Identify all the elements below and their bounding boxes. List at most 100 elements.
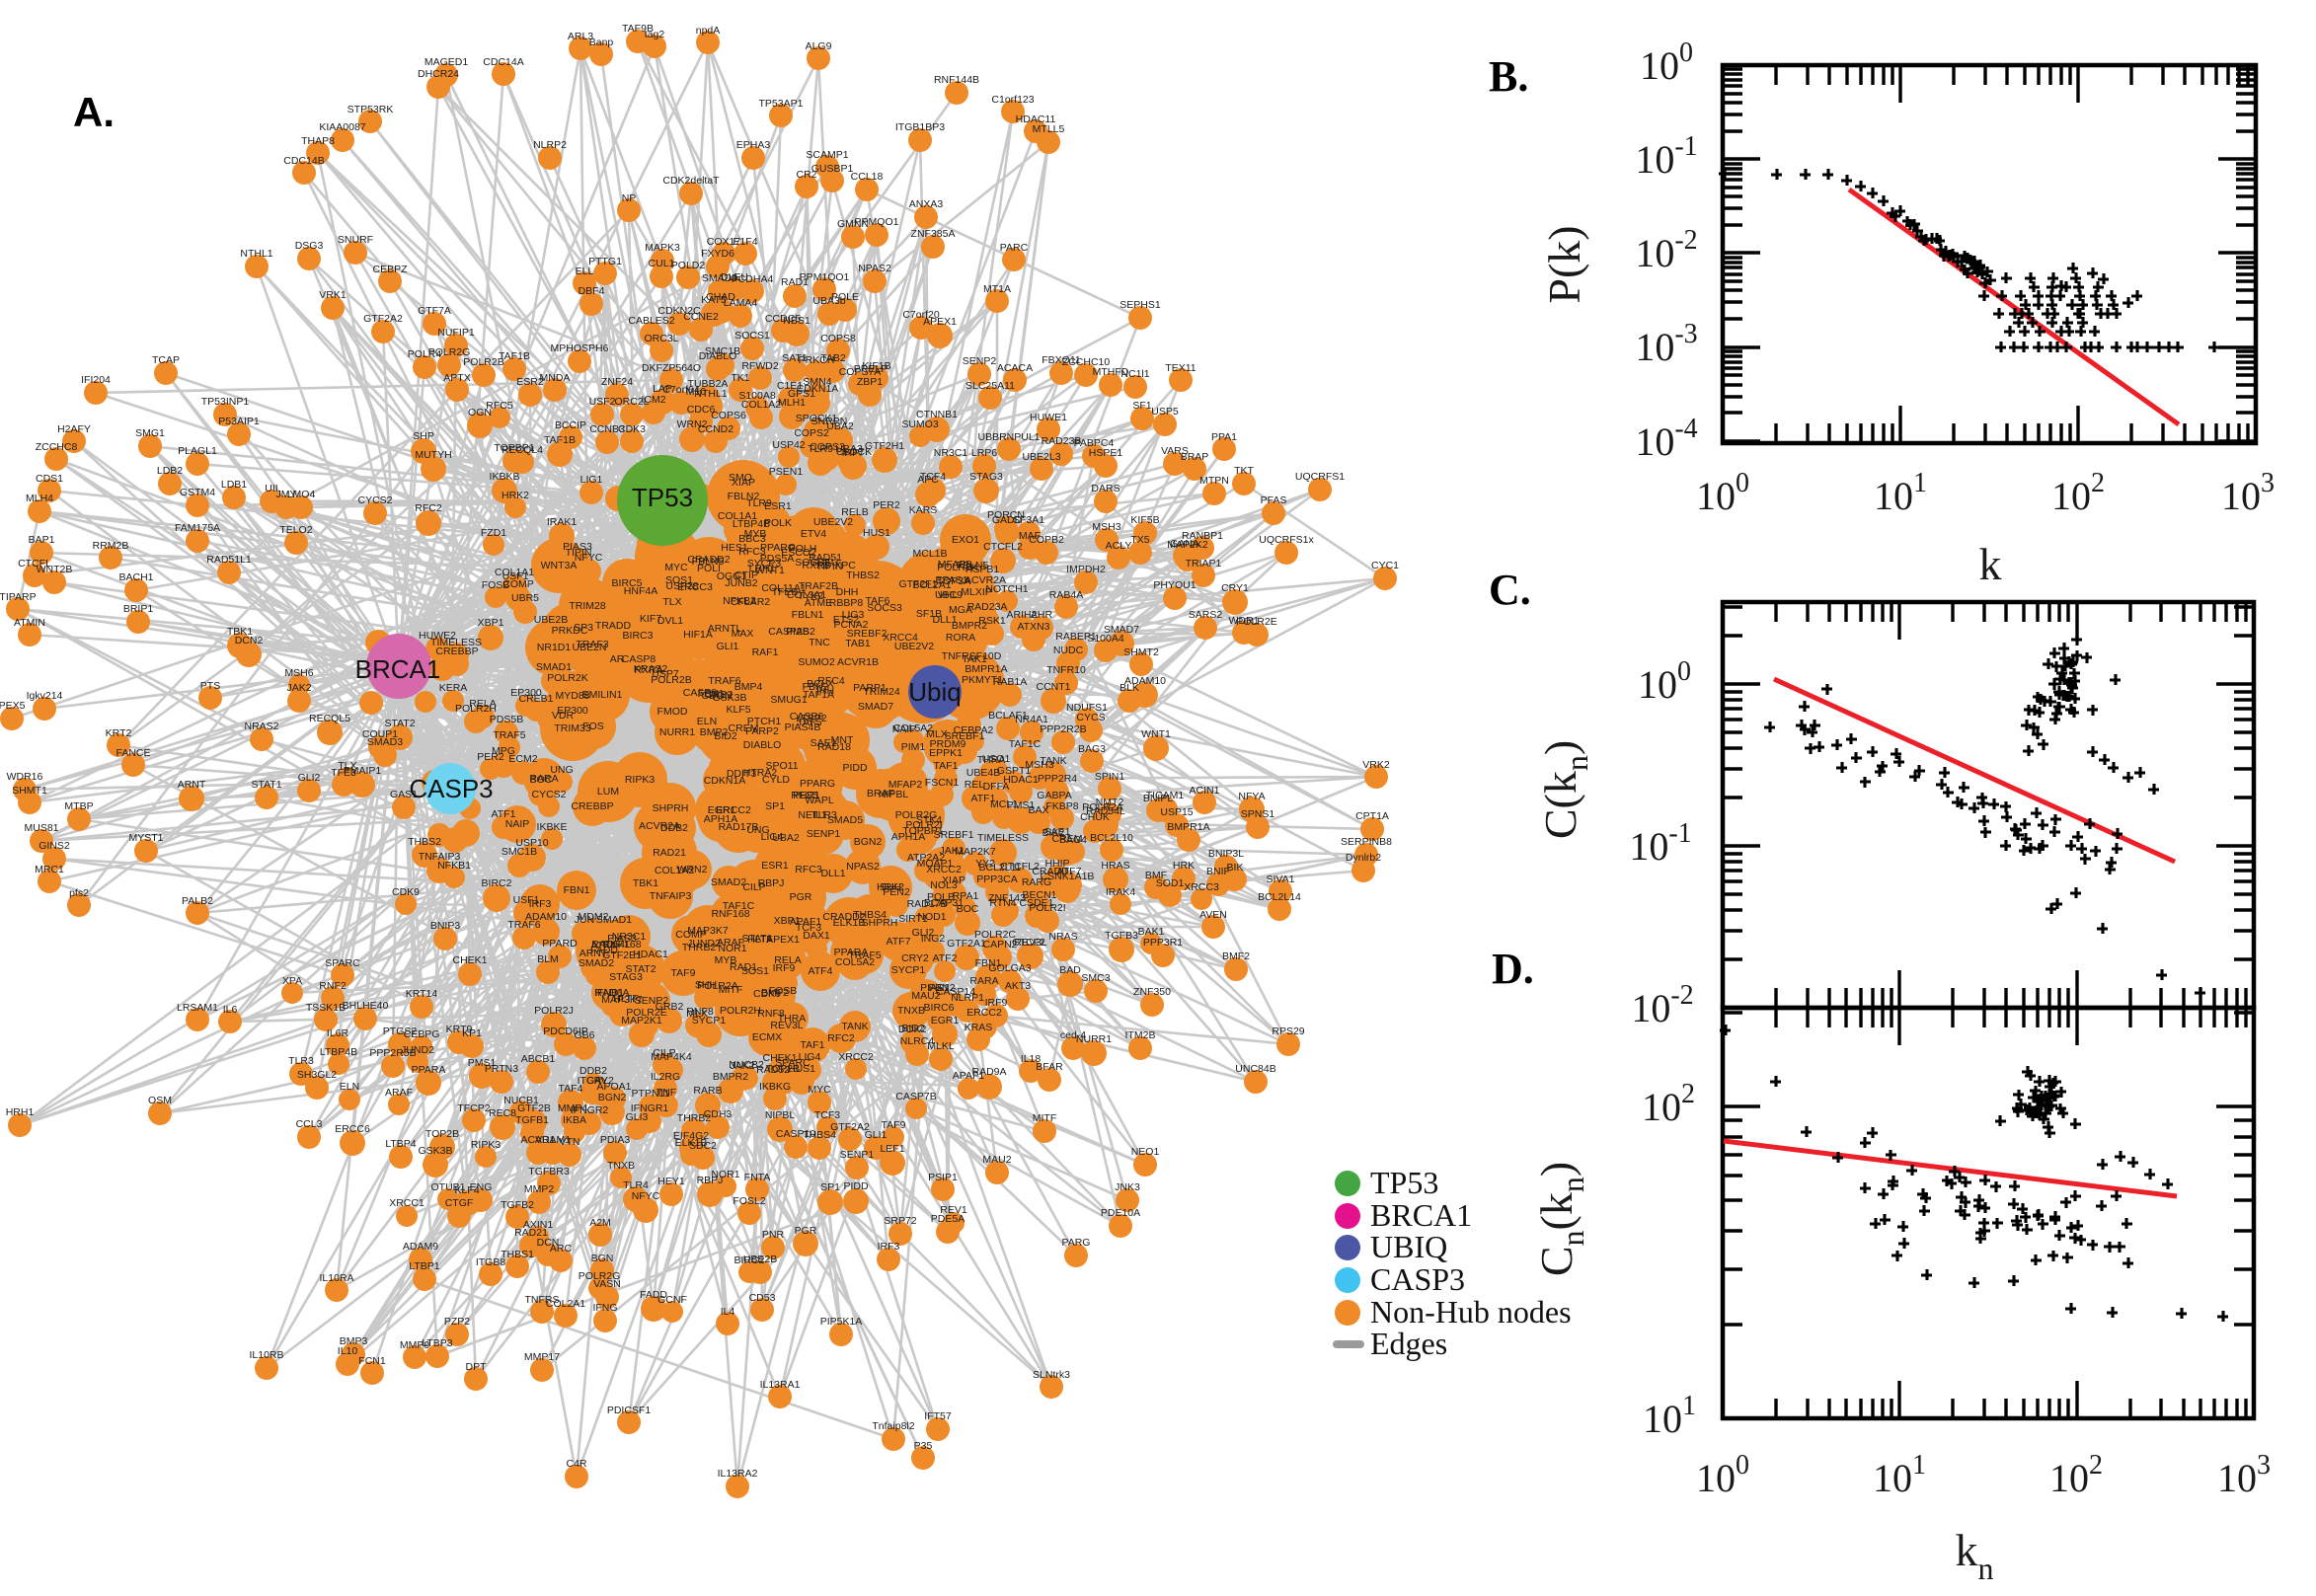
svg-text:POLR2A: POLR2A	[1082, 801, 1122, 813]
svg-text:FBLN5: FBLN5	[692, 556, 725, 568]
svg-text:POLR2G: POLR2G	[579, 1270, 621, 1282]
svg-text:ARL3: ARL3	[568, 31, 593, 42]
svg-text:ZBP1: ZBP1	[857, 376, 883, 388]
svg-text:TNF: TNF	[656, 1087, 676, 1099]
svg-text:APH1A: APH1A	[704, 813, 737, 825]
svg-text:MITF: MITF	[719, 984, 743, 996]
svg-text:SOCS3: SOCS3	[867, 602, 902, 614]
svg-text:CCNT1: CCNT1	[1036, 681, 1070, 693]
svg-text:GUSBP1: GUSBP1	[811, 163, 854, 175]
svg-text:APEX1: APEX1	[923, 316, 957, 328]
svg-text:BCLAF1: BCLAF1	[988, 710, 1028, 722]
svg-text:RAF1: RAF1	[752, 646, 779, 658]
svg-text:tag2: tag2	[645, 29, 665, 40]
svg-text:BECN1: BECN1	[1022, 889, 1056, 901]
svg-text:CEBPG: CEBPG	[404, 1028, 440, 1040]
svg-text:XRCC4: XRCC4	[883, 632, 918, 644]
svg-text:ARIH2: ARIH2	[1007, 609, 1038, 621]
svg-text:CDKN2C: CDKN2C	[657, 305, 701, 317]
svg-text:FANCE: FANCE	[116, 747, 150, 759]
svg-text:DLL1: DLL1	[932, 614, 957, 626]
svg-text:101: 101	[1643, 1391, 1696, 1441]
svg-text:HDAC1: HDAC1	[1003, 774, 1039, 786]
svg-text:ELK1B: ELK1B	[833, 917, 866, 929]
svg-text:USP5: USP5	[1151, 406, 1179, 418]
svg-text:SMAD2: SMAD2	[579, 957, 614, 969]
svg-text:KRT14: KRT14	[406, 988, 438, 1000]
svg-text:POLD2: POLD2	[671, 260, 706, 271]
svg-text:POLR2G: POLR2G	[428, 346, 471, 358]
svg-text:HRH1: HRH1	[6, 1106, 35, 1118]
svg-text:ZCCHC10: ZCCHC10	[1062, 356, 1111, 368]
svg-text:ATF7: ATF7	[887, 936, 911, 948]
svg-text:RXRA: RXRA	[634, 664, 662, 676]
svg-text:PLAGL1: PLAGL1	[178, 445, 217, 457]
svg-text:SEPHS1: SEPHS1	[1119, 299, 1161, 311]
svg-text:MYD88: MYD88	[555, 690, 589, 702]
svg-text:ESR1: ESR1	[764, 500, 792, 512]
svg-text:TAK1: TAK1	[962, 653, 987, 665]
svg-text:P(k): P(k)	[1539, 225, 1589, 303]
svg-text:PDS5B: PDS5B	[490, 714, 523, 725]
svg-text:USP10: USP10	[515, 837, 548, 849]
svg-text:PARC: PARC	[1000, 242, 1029, 254]
svg-text:PMS1: PMS1	[1007, 799, 1036, 811]
svg-text:SHPRH: SHPRH	[862, 917, 898, 929]
svg-text:PPA1: PPA1	[1211, 431, 1237, 443]
svg-text:PRKDC: PRKDC	[552, 625, 588, 637]
svg-text:MAP2K1: MAP2K1	[621, 1015, 662, 1026]
svg-text:MTPN: MTPN	[1199, 475, 1229, 487]
svg-text:TBK1: TBK1	[633, 877, 658, 889]
svg-text:IL6: IL6	[223, 1004, 238, 1016]
svg-text:RAD9A: RAD9A	[971, 1066, 1006, 1078]
svg-text:AR: AR	[610, 653, 625, 665]
svg-text:FOSL2: FOSL2	[733, 1195, 765, 1207]
svg-text:TAF6: TAF6	[866, 595, 890, 607]
svg-text:ARNT: ARNT	[178, 779, 206, 791]
svg-text:MOAP1: MOAP1	[917, 858, 954, 870]
svg-text:ESR2: ESR2	[516, 376, 544, 388]
svg-text:PPARA: PPARA	[412, 1064, 446, 1076]
svg-text:CASP3: CASP3	[1370, 1261, 1465, 1297]
svg-text:HEY1: HEY1	[657, 1176, 685, 1187]
svg-text:CCNE2: CCNE2	[683, 311, 719, 323]
svg-text:ZCCHC8: ZCCHC8	[36, 441, 78, 453]
svg-text:RECQL4: RECQL4	[502, 444, 543, 456]
svg-text:C4R: C4R	[566, 1458, 586, 1470]
svg-text:TOPBP1: TOPBP1	[902, 825, 943, 837]
svg-text:ADAM1: ADAM1	[535, 1134, 571, 1146]
svg-text:ATME: ATME	[805, 597, 832, 609]
svg-text:SNRPN: SNRPN	[811, 416, 848, 427]
svg-text:CASP9: CASP9	[683, 687, 718, 699]
svg-text:SRP72: SRP72	[884, 1215, 916, 1227]
svg-text:ETV4: ETV4	[801, 528, 826, 540]
svg-text:COMP: COMP	[675, 929, 707, 941]
svg-text:XIAP: XIAP	[732, 477, 755, 489]
svg-text:HRAS: HRAS	[1101, 860, 1129, 872]
svg-text:BCL2L14: BCL2L14	[1258, 891, 1301, 903]
svg-text:Dynlrb2: Dynlrb2	[1346, 852, 1381, 864]
svg-text:ABCB1: ABCB1	[521, 1053, 556, 1065]
svg-text:DOK2: DOK2	[898, 1024, 927, 1035]
svg-text:HSPB1: HSPB1	[965, 564, 1000, 575]
svg-text:Cn(kn): Cn(kn)	[1531, 1162, 1590, 1276]
svg-text:BAX: BAX	[1028, 804, 1048, 816]
svg-text:SREBF1: SREBF1	[934, 829, 974, 841]
svg-text:M10: M10	[686, 386, 707, 398]
svg-text:MAU2: MAU2	[982, 1154, 1011, 1166]
svg-text:EIF4G2: EIF4G2	[673, 1130, 709, 1142]
svg-text:MNT: MNT	[831, 734, 854, 746]
svg-text:ERCC2: ERCC2	[716, 804, 751, 816]
svg-text:BMF2: BMF2	[761, 987, 789, 999]
svg-text:ZNF24: ZNF24	[601, 376, 633, 388]
svg-text:ENG: ENG	[470, 1181, 493, 1193]
svg-text:RELB: RELB	[841, 506, 868, 518]
svg-text:MPG: MPG	[492, 745, 515, 757]
svg-text:NDUFS1: NDUFS1	[1066, 702, 1108, 714]
svg-text:MYST1: MYST1	[128, 832, 163, 844]
svg-text:OGG1: OGG1	[717, 570, 747, 582]
svg-text:IKBA: IKBA	[563, 1114, 586, 1126]
svg-text:BIRC2: BIRC2	[734, 1254, 765, 1266]
svg-text:MAP4K4: MAP4K4	[651, 1051, 692, 1063]
svg-text:WDR16: WDR16	[7, 771, 43, 783]
